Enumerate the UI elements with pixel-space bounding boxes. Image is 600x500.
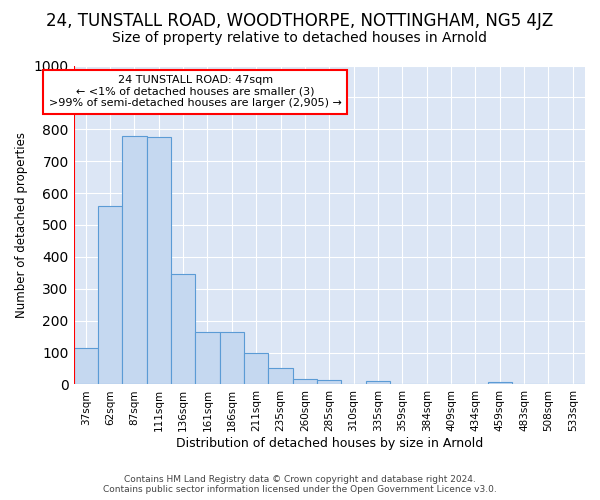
- Bar: [244, 353, 268, 384]
- Bar: [196, 332, 220, 384]
- Bar: [171, 274, 196, 384]
- Bar: [122, 136, 146, 384]
- Bar: [488, 382, 512, 384]
- Text: Size of property relative to detached houses in Arnold: Size of property relative to detached ho…: [113, 31, 487, 45]
- Bar: [220, 332, 244, 384]
- Bar: [74, 348, 98, 385]
- Text: 24, TUNSTALL ROAD, WOODTHORPE, NOTTINGHAM, NG5 4JZ: 24, TUNSTALL ROAD, WOODTHORPE, NOTTINGHA…: [46, 12, 554, 30]
- Bar: [366, 380, 390, 384]
- Bar: [268, 368, 293, 384]
- Bar: [293, 378, 317, 384]
- Bar: [98, 206, 122, 384]
- Bar: [146, 138, 171, 384]
- Text: 24 TUNSTALL ROAD: 47sqm
← <1% of detached houses are smaller (3)
>99% of semi-de: 24 TUNSTALL ROAD: 47sqm ← <1% of detache…: [49, 75, 342, 108]
- Y-axis label: Number of detached properties: Number of detached properties: [15, 132, 28, 318]
- Bar: [317, 380, 341, 384]
- X-axis label: Distribution of detached houses by size in Arnold: Distribution of detached houses by size …: [176, 437, 483, 450]
- Text: Contains HM Land Registry data © Crown copyright and database right 2024.
Contai: Contains HM Land Registry data © Crown c…: [103, 474, 497, 494]
